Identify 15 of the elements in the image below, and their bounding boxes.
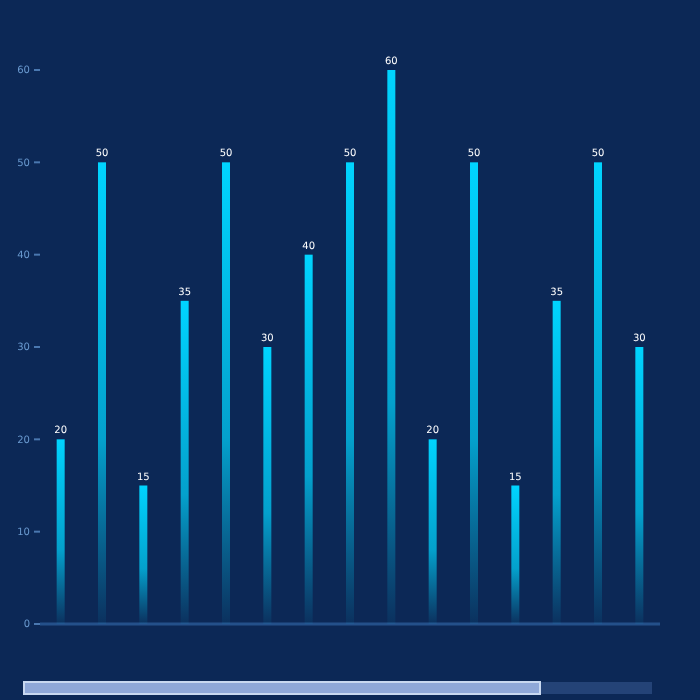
bar (222, 162, 230, 624)
bar (56, 439, 65, 624)
bar (98, 162, 106, 624)
bar (139, 485, 148, 624)
bar (511, 485, 520, 624)
bar (346, 162, 354, 624)
bar (552, 300, 561, 624)
bar (263, 347, 272, 624)
bar (387, 70, 396, 624)
bar (428, 439, 437, 624)
bar (470, 162, 478, 624)
bar (180, 300, 189, 624)
bar (304, 254, 313, 624)
bar (635, 347, 644, 624)
bar (594, 162, 602, 624)
